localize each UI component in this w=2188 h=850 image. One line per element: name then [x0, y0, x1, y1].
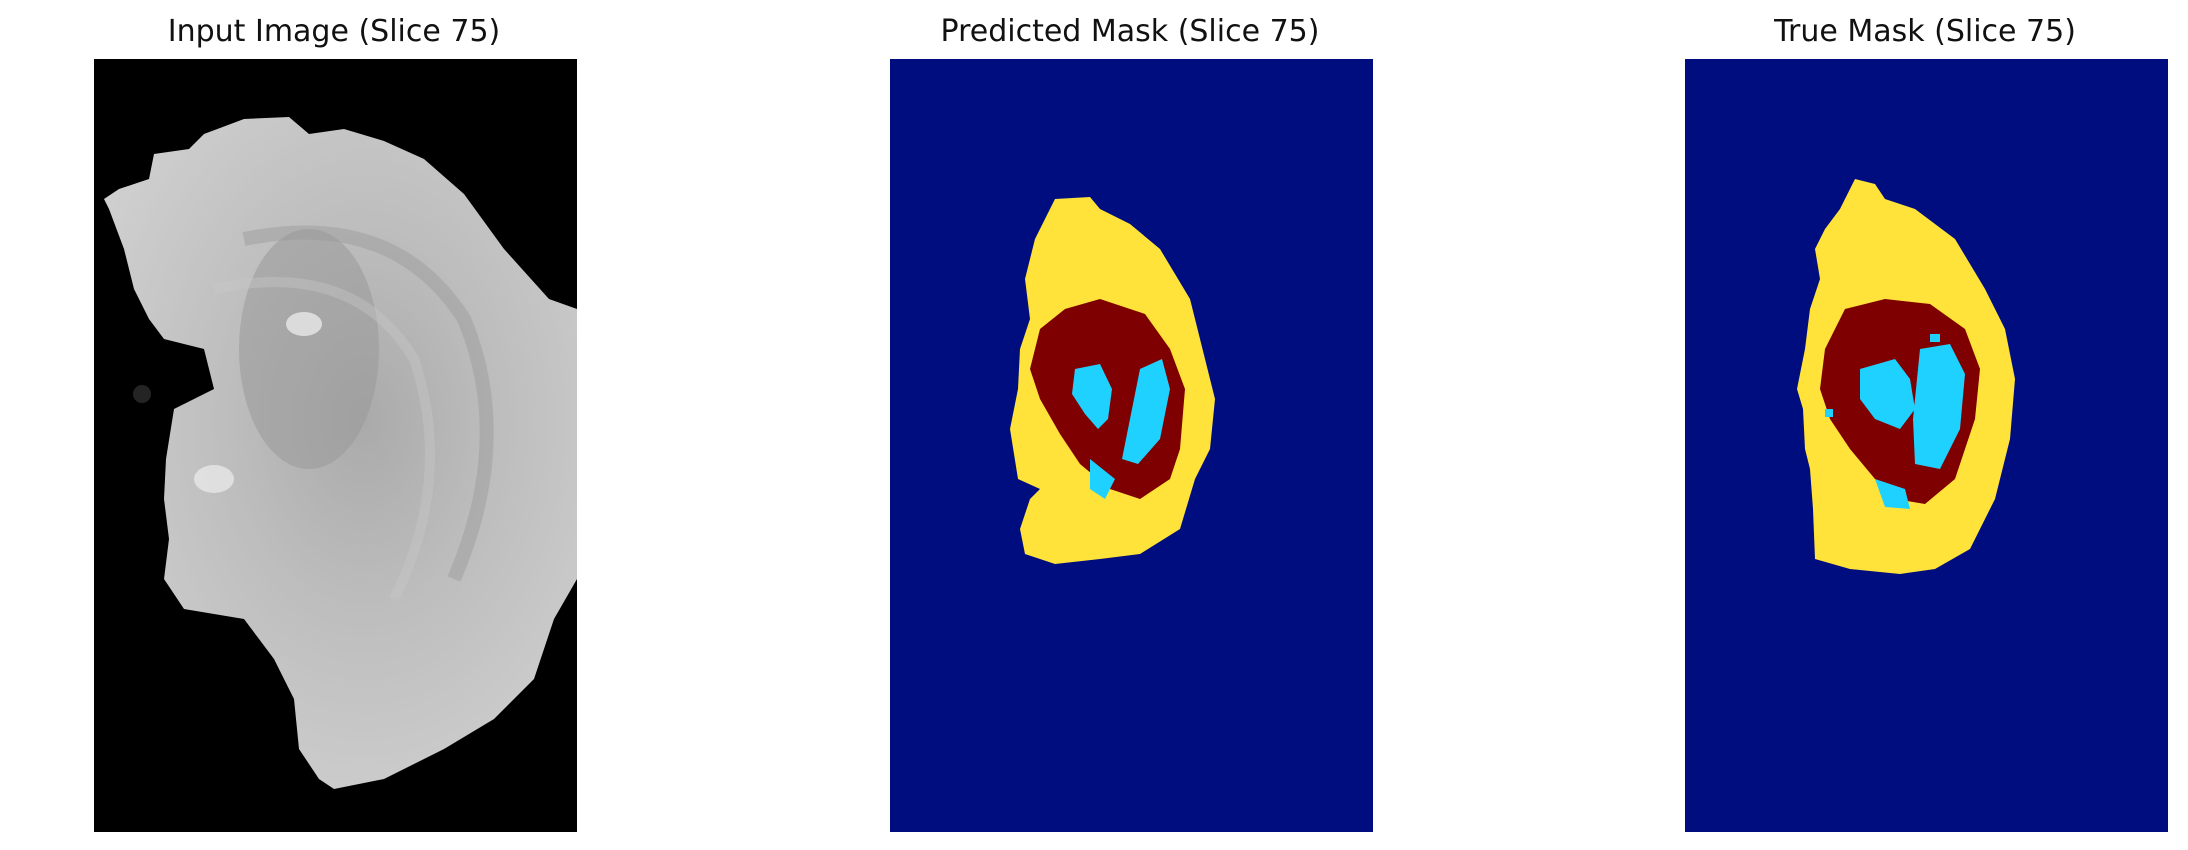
- predicted-mask-svg: [890, 59, 1373, 832]
- panel-true-mask: True Mask (Slice 75): [1625, 0, 2188, 850]
- enhancing-region: [1090, 459, 1115, 499]
- panel-predicted-mask: Predicted Mask (Slice 75): [830, 0, 1430, 850]
- enhancing-region: [1122, 359, 1170, 464]
- panel-title: Input Image (Slice 75): [167, 14, 501, 49]
- panel-title: Predicted Mask (Slice 75): [940, 14, 1320, 49]
- enhancing-region: [1875, 479, 1910, 509]
- enhancing-region: [1913, 344, 1965, 469]
- brain-scan-image: [94, 59, 577, 832]
- panel-input-image: Input Image (Slice 75): [34, 0, 634, 850]
- predicted-mask-image: [890, 59, 1373, 832]
- true-mask-svg: [1685, 59, 2168, 832]
- enhancing-region: [1860, 359, 1915, 429]
- panel-title: True Mask (Slice 75): [1774, 14, 2076, 49]
- true-mask-image: [1685, 59, 2168, 832]
- enhancing-region: [1072, 364, 1112, 429]
- input-image: [94, 59, 577, 832]
